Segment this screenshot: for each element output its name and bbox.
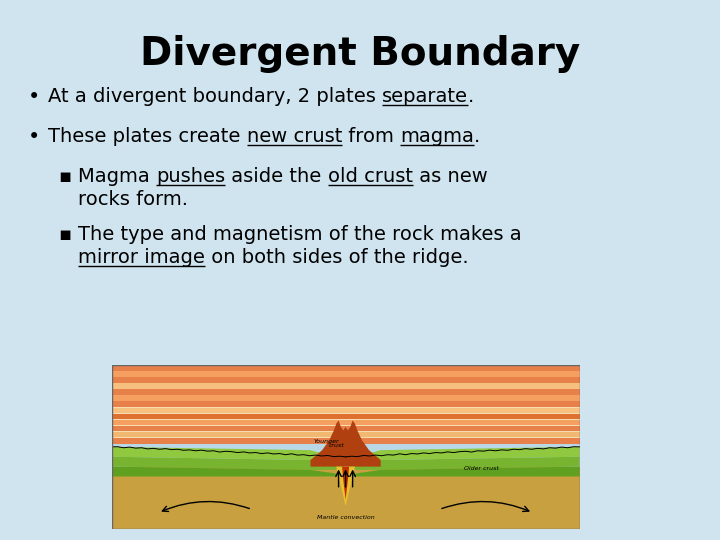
Polygon shape [112,377,580,383]
Polygon shape [336,467,355,506]
Text: ▪: ▪ [58,167,71,186]
Text: separate: separate [382,87,468,106]
Text: .: . [474,127,480,146]
Polygon shape [112,364,580,370]
Polygon shape [112,467,346,476]
Polygon shape [112,395,580,401]
Polygon shape [112,364,580,529]
Text: magma: magma [400,127,474,146]
Polygon shape [112,447,346,463]
Text: crust: crust [328,443,344,449]
Polygon shape [112,370,580,377]
Text: The type and magnetism of the rock makes a: The type and magnetism of the rock makes… [78,225,521,244]
Text: Magma: Magma [78,167,156,186]
Text: Divergent Boundary: Divergent Boundary [140,35,580,73]
Polygon shape [346,447,580,463]
Text: At a divergent boundary, 2 plates: At a divergent boundary, 2 plates [48,87,382,106]
Polygon shape [112,467,580,529]
Polygon shape [112,457,346,470]
Text: .: . [468,87,474,106]
Polygon shape [346,457,580,470]
Text: rocks form.: rocks form. [78,190,188,209]
Text: as new: as new [413,167,487,186]
Polygon shape [112,437,580,443]
Text: Mantle convection: Mantle convection [317,515,374,520]
Polygon shape [112,426,580,431]
Text: new crust: new crust [247,127,342,146]
Text: from: from [342,127,400,146]
Polygon shape [112,413,580,419]
Text: Older crust: Older crust [464,466,499,471]
Text: •: • [28,87,40,107]
Polygon shape [112,389,580,395]
Polygon shape [310,421,381,467]
Text: •: • [28,127,40,147]
Text: aside the: aside the [225,167,328,186]
Text: ▪: ▪ [58,225,71,244]
Polygon shape [346,467,580,476]
Text: Younger: Younger [314,438,340,443]
Text: These plates create: These plates create [48,127,247,146]
Polygon shape [112,401,580,407]
Polygon shape [112,407,580,413]
Polygon shape [342,467,349,500]
Text: pushes: pushes [156,167,225,186]
Polygon shape [112,431,580,437]
Polygon shape [112,419,580,426]
Text: on both sides of the ridge.: on both sides of the ridge. [205,248,469,267]
Polygon shape [112,383,580,389]
Text: mirror image: mirror image [78,248,205,267]
Text: old crust: old crust [328,167,413,186]
